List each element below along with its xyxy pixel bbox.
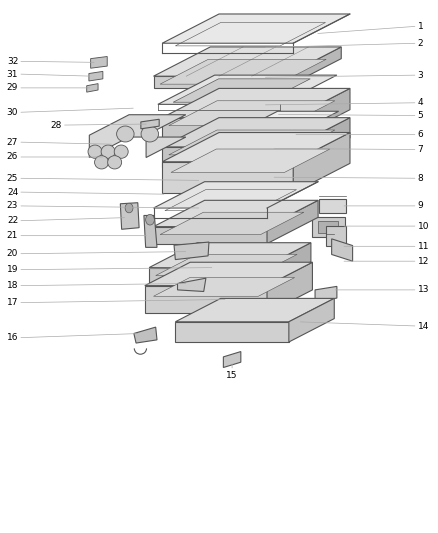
Ellipse shape [114, 145, 128, 158]
Polygon shape [87, 84, 98, 92]
Polygon shape [153, 47, 341, 76]
Polygon shape [149, 268, 263, 287]
Circle shape [125, 203, 133, 213]
Polygon shape [162, 147, 293, 167]
Polygon shape [326, 226, 346, 246]
Text: 31: 31 [7, 70, 18, 78]
Polygon shape [162, 88, 350, 118]
Ellipse shape [101, 145, 115, 158]
Polygon shape [171, 149, 330, 172]
Polygon shape [153, 278, 295, 296]
Text: 21: 21 [7, 231, 18, 240]
Polygon shape [285, 47, 341, 88]
Text: 9: 9 [418, 201, 424, 211]
Polygon shape [293, 88, 350, 139]
Polygon shape [153, 182, 318, 208]
Text: 24: 24 [7, 188, 18, 197]
Polygon shape [293, 133, 350, 192]
Polygon shape [144, 215, 157, 247]
Polygon shape [332, 239, 353, 261]
Polygon shape [149, 243, 311, 268]
Text: 12: 12 [418, 257, 429, 265]
Text: 26: 26 [7, 152, 18, 161]
Polygon shape [267, 200, 318, 244]
Polygon shape [145, 262, 312, 286]
Text: 16: 16 [7, 333, 18, 342]
Text: 30: 30 [7, 108, 18, 117]
Polygon shape [263, 243, 311, 287]
Text: 22: 22 [7, 216, 18, 225]
Text: 15: 15 [226, 370, 238, 379]
Text: 14: 14 [418, 321, 429, 330]
Polygon shape [162, 162, 293, 192]
Polygon shape [141, 119, 159, 129]
Polygon shape [153, 76, 285, 88]
Polygon shape [318, 221, 338, 233]
Polygon shape [232, 111, 339, 135]
Text: 32: 32 [7, 57, 18, 66]
Text: 3: 3 [418, 70, 424, 79]
Text: 25: 25 [7, 174, 18, 183]
Polygon shape [158, 75, 337, 104]
Text: 19: 19 [7, 265, 18, 274]
Polygon shape [312, 217, 345, 237]
Text: 6: 6 [418, 130, 424, 139]
Polygon shape [162, 118, 293, 139]
Polygon shape [174, 242, 209, 260]
Circle shape [146, 214, 154, 225]
Polygon shape [169, 130, 335, 155]
Text: 10: 10 [418, 222, 429, 231]
Text: 11: 11 [418, 242, 429, 251]
Polygon shape [267, 262, 312, 313]
Ellipse shape [95, 156, 109, 169]
Polygon shape [155, 254, 297, 276]
Polygon shape [289, 298, 334, 342]
Polygon shape [319, 199, 346, 213]
Text: 4: 4 [418, 98, 423, 107]
Text: 28: 28 [50, 120, 62, 130]
Ellipse shape [108, 156, 122, 169]
Polygon shape [153, 200, 318, 227]
Polygon shape [89, 71, 103, 81]
Text: 8: 8 [418, 174, 424, 183]
Text: 13: 13 [418, 285, 429, 294]
Polygon shape [145, 286, 267, 313]
Text: 1: 1 [418, 22, 424, 31]
Polygon shape [134, 327, 157, 343]
Ellipse shape [141, 126, 159, 142]
Text: 5: 5 [418, 111, 424, 120]
Polygon shape [169, 101, 335, 126]
Text: 7: 7 [418, 145, 424, 154]
Polygon shape [223, 352, 241, 368]
Text: 20: 20 [7, 249, 18, 259]
Polygon shape [89, 115, 186, 158]
Text: 2: 2 [418, 39, 423, 48]
Polygon shape [162, 133, 350, 162]
Text: 18: 18 [7, 281, 18, 290]
Text: 23: 23 [7, 201, 18, 211]
Polygon shape [293, 118, 350, 167]
Text: 17: 17 [7, 298, 18, 307]
Ellipse shape [117, 126, 134, 142]
Polygon shape [160, 212, 304, 235]
Polygon shape [162, 14, 350, 43]
Polygon shape [153, 227, 267, 244]
Polygon shape [120, 203, 139, 229]
Polygon shape [175, 298, 334, 322]
Polygon shape [173, 79, 310, 102]
Polygon shape [177, 278, 206, 292]
Polygon shape [91, 56, 107, 68]
Polygon shape [175, 322, 289, 342]
Text: 27: 27 [7, 138, 18, 147]
Polygon shape [162, 118, 350, 147]
Ellipse shape [88, 145, 102, 158]
Text: 29: 29 [7, 83, 18, 92]
Polygon shape [160, 59, 326, 84]
Polygon shape [315, 286, 337, 302]
